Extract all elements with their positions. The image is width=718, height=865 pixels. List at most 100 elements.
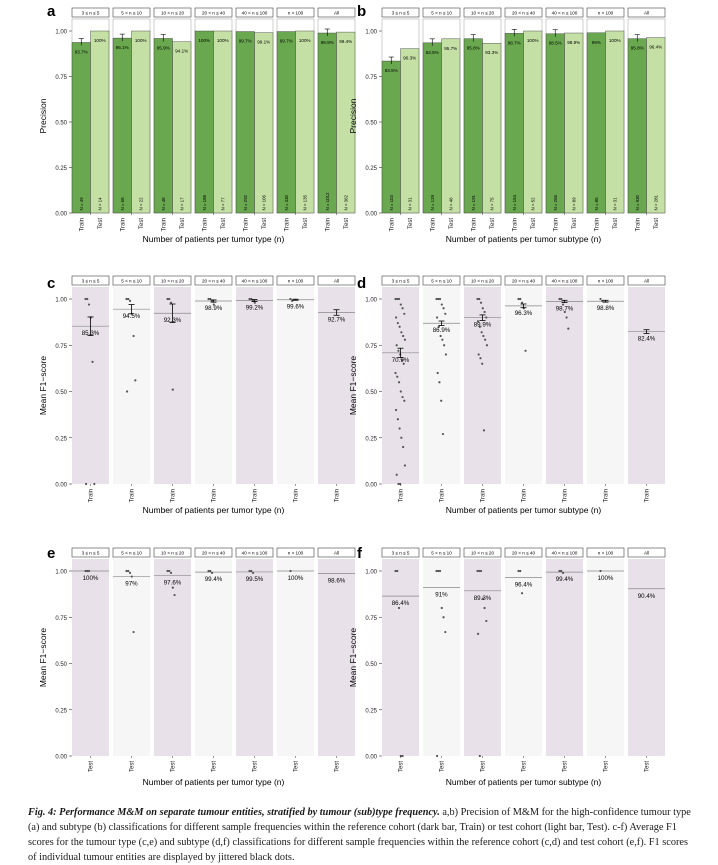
- x-tick-label: Train: [130, 489, 136, 502]
- n-label-train: N = 930: [635, 194, 640, 210]
- mean-label: 89.9%: [474, 322, 492, 329]
- data-point: [517, 569, 520, 573]
- data-point: [398, 427, 401, 430]
- x-tick-label: Test: [645, 761, 651, 772]
- data-point: [440, 399, 443, 402]
- facet-background: [195, 287, 232, 484]
- data-point: [436, 371, 439, 375]
- n-label-train: N = 68: [120, 197, 125, 211]
- facet-background: [72, 559, 109, 756]
- facet-strip-label: 40 < n ≤ 100: [242, 279, 268, 284]
- n-label-test: N = 31: [612, 197, 617, 211]
- data-point: [437, 297, 440, 301]
- facet-strip: [194, 275, 233, 286]
- x-tick-label: Train: [171, 489, 177, 502]
- facet-strip-label: 40 < n ≤ 100: [242, 11, 268, 16]
- data-point: [396, 297, 399, 301]
- data-point: [397, 297, 401, 301]
- y-tick-label: 0.00: [365, 755, 377, 761]
- data-point: [84, 482, 88, 486]
- bar-train: [504, 33, 524, 214]
- x-tick-label: Train: [161, 218, 167, 231]
- x-tick-label: Test: [449, 218, 455, 229]
- facet: All 95.8% N = 930 Train 96.4% N = 281 Test: [627, 7, 666, 231]
- x-tick-label: Test: [531, 218, 537, 229]
- n-label-test: N = 135: [302, 194, 307, 210]
- n-label-test: N = 14: [97, 197, 102, 211]
- facet-strip: [112, 275, 151, 286]
- mean-label: 100%: [598, 575, 614, 582]
- data-label-test: 90.3%: [403, 56, 416, 61]
- facet: 3 ≤ n ≤ 5 70.9% Train: [381, 275, 420, 502]
- facet-strip: [545, 275, 584, 286]
- facet-strip: [627, 7, 666, 18]
- x-tick-label: Test: [490, 218, 496, 229]
- facet-strip-label: 5 < n ≤ 10: [431, 11, 452, 16]
- data-point: [397, 381, 401, 384]
- data-point: [402, 445, 405, 449]
- data-point: [399, 754, 402, 758]
- facet-strip-label: 5 < n ≤ 10: [431, 551, 452, 556]
- y-axis-label: Mean F1−score: [38, 356, 48, 416]
- facet-strip: [153, 7, 192, 18]
- facet-background: [236, 559, 273, 756]
- x-tick-label: Train: [553, 218, 559, 231]
- facet-background: [546, 559, 583, 756]
- data-point: [438, 297, 442, 301]
- x-tick-label: Test: [344, 218, 350, 229]
- panel-c: c 0.00 0.25 0.50 0.75 1.00 Mean F1−score Number…: [38, 275, 356, 515]
- bar-test: [605, 30, 625, 214]
- facet-strip-label: 40 < n ≤ 100: [552, 11, 578, 16]
- data-point: [171, 586, 174, 589]
- facet-strip: [194, 7, 233, 18]
- y-tick-label: 0.25: [365, 166, 377, 172]
- facet-strip: [627, 275, 666, 286]
- x-tick-label: Train: [389, 218, 395, 231]
- y-tick-label: 0.75: [365, 344, 377, 350]
- data-point: [560, 297, 563, 301]
- n-label-test: N = 362: [343, 194, 348, 210]
- facet-background: [587, 559, 624, 756]
- x-axis-label: Number of patients per tumor subtype (n): [446, 234, 602, 244]
- y-axis-label: Mean F1−score: [348, 628, 358, 688]
- data-point: [397, 606, 401, 610]
- facet-strip-label: All: [334, 551, 339, 556]
- n-label-test: N = 52: [530, 197, 535, 211]
- data-point: [394, 408, 398, 412]
- data-point: [478, 754, 481, 758]
- facet-strip: [627, 547, 666, 558]
- data-point: [86, 297, 89, 301]
- facet-background: [546, 287, 583, 484]
- mean-label: 92.3%: [164, 317, 182, 324]
- facet-strip: [422, 547, 461, 558]
- data-point: [444, 312, 447, 315]
- x-axis-label: Number of patients per tumor subtype (n): [446, 505, 602, 515]
- bar-train: [422, 42, 442, 214]
- x-tick-label: Test: [303, 218, 309, 229]
- facet-strip-label: 10 < n ≤ 20: [161, 551, 185, 556]
- data-point: [169, 571, 173, 574]
- x-tick-label: Train: [635, 218, 641, 231]
- mean-label: 86.4%: [392, 600, 410, 607]
- facet-strip: [317, 547, 356, 558]
- facet-strip-label: All: [334, 11, 339, 16]
- data-point: [476, 569, 479, 573]
- x-tick-label: Test: [212, 761, 218, 772]
- data-point: [442, 307, 445, 310]
- data-point: [84, 569, 87, 573]
- facet-background: [318, 559, 355, 756]
- data-point: [435, 754, 439, 758]
- mean-label: 92.7%: [328, 317, 346, 324]
- facet: 3 ≤ n ≤ 5 100% Test: [71, 547, 110, 772]
- data-point: [84, 297, 87, 301]
- data-point: [478, 569, 481, 573]
- facet-strip: [381, 547, 420, 558]
- y-tick-label: 0.25: [365, 436, 377, 442]
- facet-strip: [381, 7, 420, 18]
- facet-background: [505, 287, 542, 484]
- data-point: [125, 297, 128, 301]
- data-point: [128, 299, 132, 302]
- facet: n > 100 100% Test: [276, 547, 315, 772]
- mean-label: 99.6%: [287, 304, 305, 311]
- facet-strip-label: All: [644, 11, 649, 16]
